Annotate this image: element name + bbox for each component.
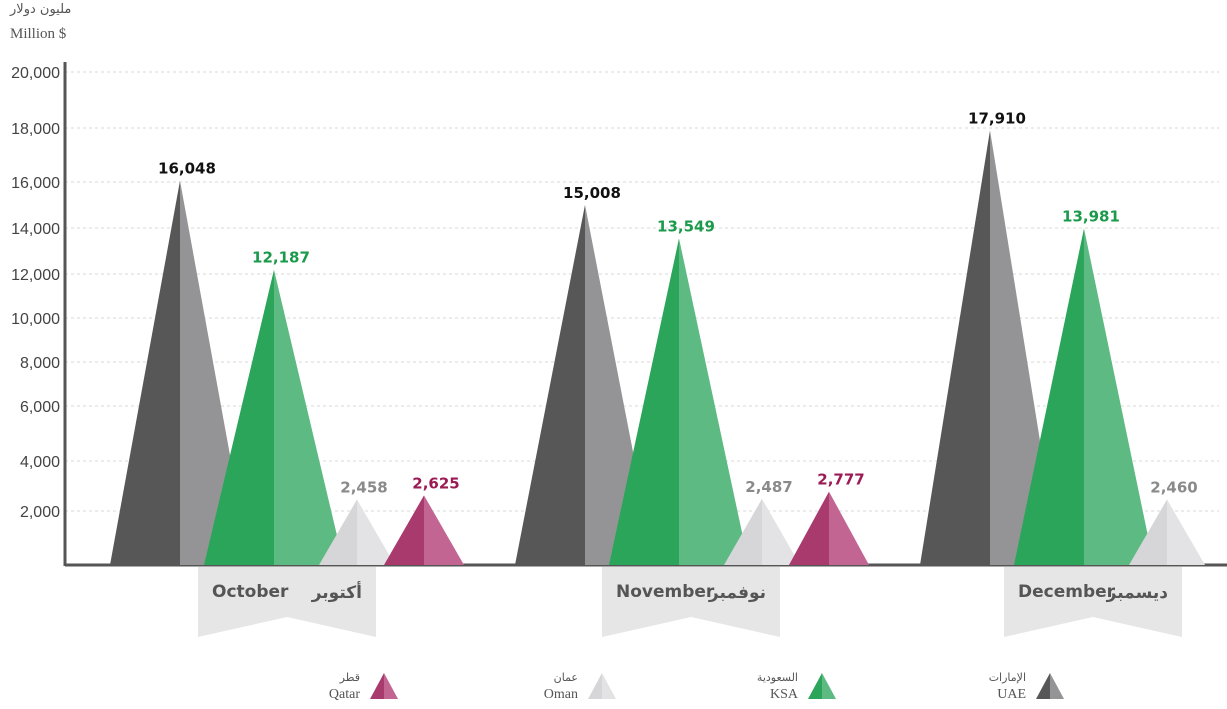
bar-uae-december-right [990, 130, 1060, 565]
bar-oman-november-left [724, 498, 762, 565]
bar-oman-november-right [762, 498, 800, 565]
bar-qatar-november-right [829, 491, 869, 565]
bar-ksa-december-left [1014, 228, 1084, 565]
bar-oman-december-left [1129, 499, 1167, 565]
legend-label-ar-uae: الإمارات [989, 671, 1026, 684]
bar-oman-december-right [1167, 499, 1205, 565]
legend-label-ar-qatar: قطر [339, 671, 360, 684]
legend-swatch-ksa-left [808, 673, 822, 699]
bar-qatar-october-left [384, 495, 424, 565]
data-label-ksa-december: 13,981 [1062, 207, 1120, 225]
y-tick-label: 20,000 [11, 65, 60, 82]
category-label-en-december: December [1018, 582, 1116, 602]
data-label-oman-october: 2,458 [340, 479, 387, 497]
bar-qatar-november-left [789, 491, 829, 565]
bar-ksa-december-right [1084, 228, 1154, 565]
data-label-uae-october: 16,048 [158, 160, 216, 178]
y-tick-label: 6,000 [20, 399, 60, 416]
bar-ksa-november-right [679, 238, 749, 566]
bar-oman-october-right [357, 499, 395, 565]
data-label-ksa-november: 13,549 [657, 217, 715, 235]
bar-uae-november-left [515, 204, 585, 566]
bar-qatar-october-right [424, 495, 464, 565]
bar-uae-october-left [110, 180, 180, 566]
category-banner-december [1004, 567, 1182, 637]
y-axis-unit-arabic: مليون دولار [10, 2, 72, 17]
y-tick-label: 18,000 [11, 121, 60, 138]
legend-label-en-ksa: KSA [770, 687, 799, 702]
data-label-qatar-november: 2,777 [817, 471, 864, 489]
legend-swatch-oman-right [602, 673, 616, 699]
legend-label-en-qatar: Qatar [329, 687, 360, 702]
bar-ksa-october-left [204, 269, 274, 565]
legend-label-en-oman: Oman [544, 687, 578, 702]
y-tick-label: 10,000 [11, 311, 60, 328]
legend-swatch-ksa-right [822, 673, 836, 699]
bar-ksa-october-right [274, 269, 344, 565]
legend-swatch-qatar-left [370, 673, 384, 699]
y-tick-label: 2,000 [20, 504, 60, 521]
legend-swatch-uae-right [1050, 673, 1064, 699]
legend-swatch-uae-left [1036, 673, 1050, 699]
y-axis-unit-english: Million $ [10, 26, 67, 42]
data-label-ksa-october: 12,187 [252, 249, 310, 267]
category-label-ar-december: ديسمبر [1106, 583, 1169, 603]
data-label-uae-december: 17,910 [968, 109, 1026, 127]
category-label-en-october: October [212, 582, 289, 602]
legend-label-en-uae: UAE [997, 687, 1026, 702]
data-label-oman-november: 2,487 [745, 478, 792, 496]
y-tick-label: 14,000 [11, 221, 60, 238]
category-label-ar-november: نوفمبر [708, 583, 766, 603]
bar-uae-december-left [920, 130, 990, 565]
data-label-oman-december: 2,460 [1150, 479, 1197, 497]
legend-label-ar-oman: عمان [554, 671, 578, 684]
legend-swatch-oman-left [588, 673, 602, 699]
bar-ksa-november-left [609, 238, 679, 566]
data-label-qatar-october: 2,625 [412, 474, 459, 492]
bar-oman-october-left [319, 499, 357, 565]
category-banner-november [602, 567, 780, 637]
data-label-uae-november: 15,008 [563, 184, 621, 202]
legend-swatch-qatar-right [384, 673, 398, 699]
y-tick-label: 16,000 [11, 175, 60, 192]
category-label-en-november: November [616, 582, 715, 602]
category-banner-october [198, 567, 376, 637]
category-label-ar-october: أكتوبر [311, 581, 362, 603]
y-tick-label: 12,000 [11, 267, 60, 284]
legend-label-ar-ksa: السعودية [757, 671, 798, 684]
y-tick-label: 4,000 [20, 454, 60, 471]
y-tick-label: 8,000 [20, 355, 60, 372]
